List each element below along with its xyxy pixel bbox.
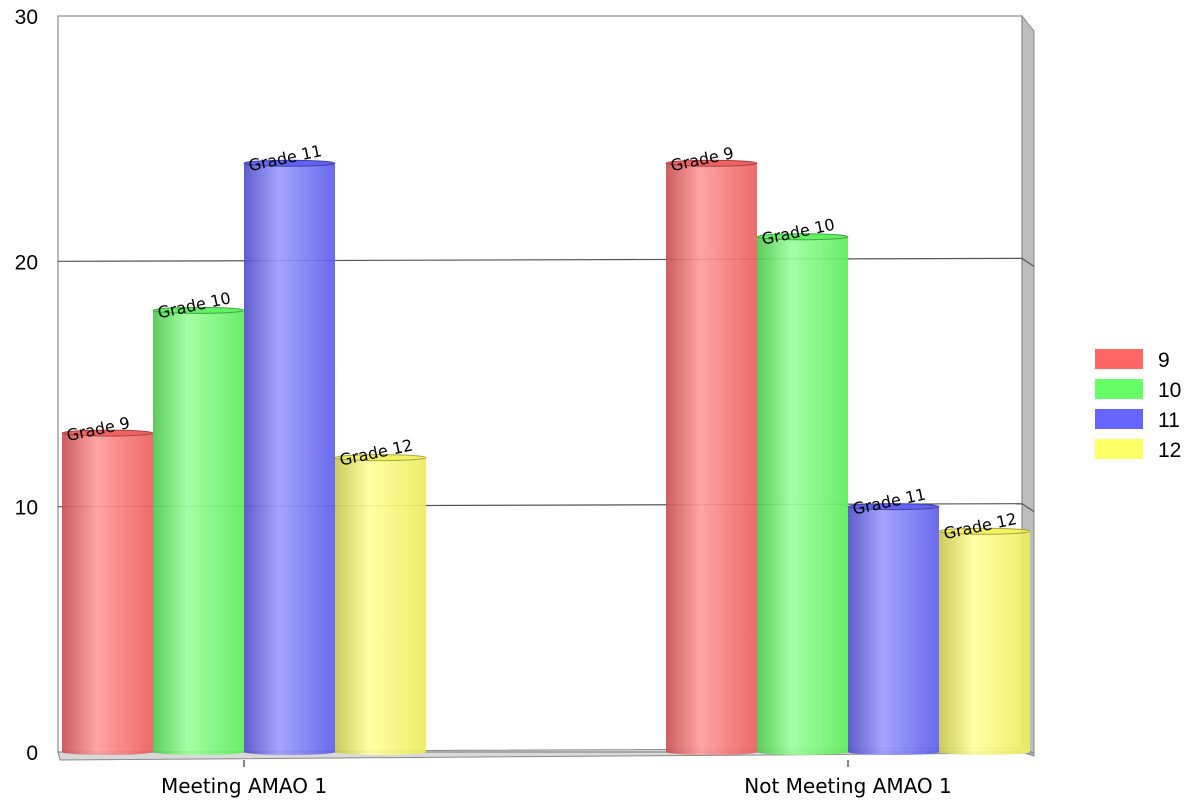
bar-9-meeting: Grade 9 — [61, 413, 154, 755]
legend-item-9: 9 — [1095, 349, 1170, 372]
legend-label: 12 — [1158, 439, 1181, 462]
bar-12-not-meeting: Grade 12 — [938, 509, 1031, 755]
bar-10-meeting: Grade 10 — [152, 288, 245, 755]
gridline-depth — [1021, 257, 1035, 267]
legend-item-10: 10 — [1095, 379, 1181, 402]
y-axis-ticks: 0 10 20 30 — [15, 6, 38, 765]
bar-11-meeting: Grade 11 — [243, 141, 336, 755]
bar-top — [938, 527, 1031, 535]
bar-body — [153, 310, 244, 755]
bar-body — [62, 433, 153, 755]
bar-top — [847, 503, 940, 511]
bar-12-meeting: Grade 12 — [334, 435, 427, 755]
gridline — [57, 257, 1023, 262]
legend-item-12: 12 — [1095, 439, 1181, 462]
bar-top — [334, 454, 427, 462]
bar-body — [335, 457, 426, 755]
x-category-label: Not Meeting AMAO 1 — [744, 774, 951, 798]
bar-top — [756, 233, 849, 241]
bar-10-not-meeting: Grade 10 — [756, 215, 849, 756]
legend-swatch — [1095, 379, 1143, 399]
legend-swatch — [1095, 409, 1143, 429]
x-category-label: Meeting AMAO 1 — [161, 774, 327, 798]
y-tick-label: 30 — [15, 6, 38, 29]
legend-item-11: 11 — [1095, 409, 1180, 432]
bar-body — [244, 163, 335, 755]
legend-label: 11 — [1158, 409, 1180, 432]
x-axis-labels: Meeting AMAO 1 Not Meeting AMAO 1 — [161, 760, 952, 798]
y-tick-label: 0 — [26, 742, 38, 765]
bar-body — [757, 236, 848, 756]
gridline-depth — [1021, 503, 1035, 513]
bar-top — [665, 159, 758, 167]
bar-body — [666, 163, 757, 755]
bar-body — [939, 531, 1030, 755]
legend-swatch — [1095, 349, 1143, 369]
y-tick-label: 10 — [15, 497, 38, 520]
legend-label: 10 — [1158, 379, 1181, 402]
y-tick-label: 20 — [15, 251, 38, 274]
plot-area-border — [57, 15, 1023, 753]
bar-11-not-meeting: Grade 11 — [847, 485, 940, 755]
bar-9-not-meeting: Grade 9 — [665, 143, 758, 755]
legend-swatch — [1095, 439, 1143, 459]
legend: 9 10 11 12 — [1095, 349, 1181, 462]
bar-body — [848, 506, 939, 755]
bar-top — [243, 159, 336, 167]
legend-label: 9 — [1158, 349, 1170, 372]
